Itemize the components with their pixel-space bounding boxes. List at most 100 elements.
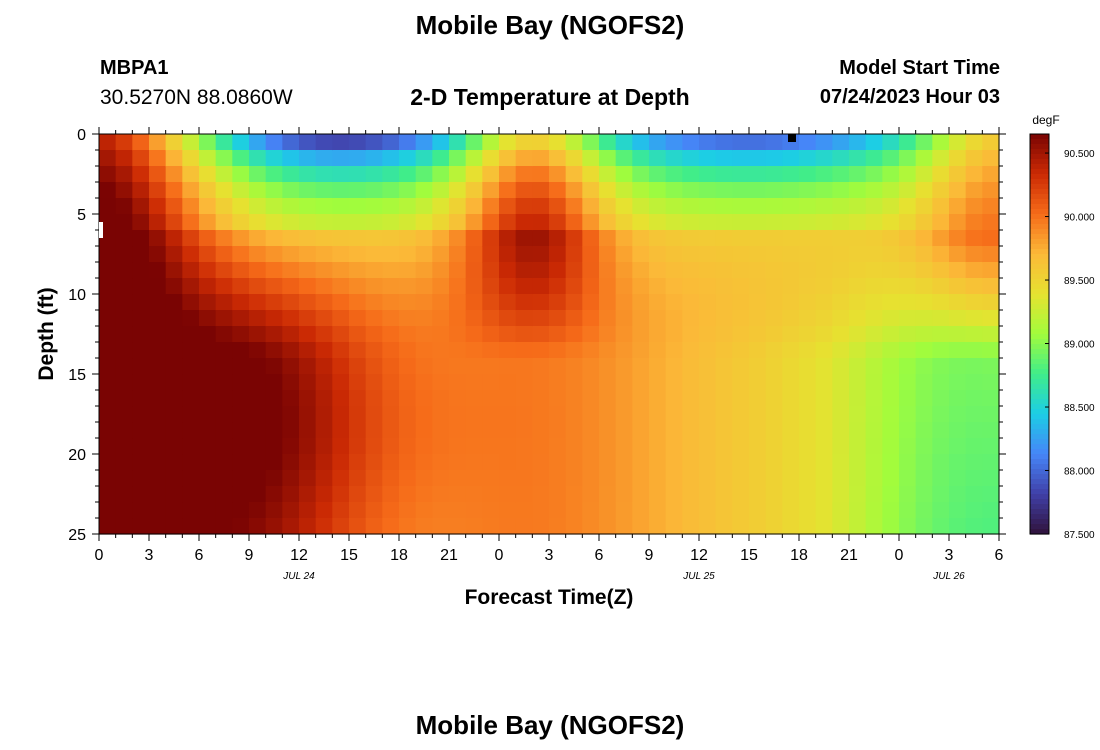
heatmap-cell (599, 342, 617, 359)
heatmap-cell (649, 406, 667, 423)
heatmap-cell (582, 374, 600, 391)
heatmap-cell (665, 438, 683, 455)
heatmap-cell (915, 326, 933, 343)
heatmap-cell (699, 406, 717, 423)
x-date-label: JUL 26 (932, 571, 965, 582)
heatmap-cell (865, 358, 883, 375)
heatmap-cell (832, 486, 850, 503)
heatmap-cell (515, 342, 533, 359)
heatmap-cell (215, 166, 233, 183)
heatmap-cell (549, 438, 567, 455)
heatmap-cell (549, 214, 567, 231)
heatmap-cell (582, 422, 600, 439)
heatmap-cell (215, 438, 233, 455)
heatmap-cell (765, 150, 783, 167)
heatmap-cell (715, 374, 733, 391)
heatmap-cell (915, 134, 933, 151)
heatmap-cell (582, 262, 600, 279)
heatmap-cell (782, 342, 800, 359)
heatmap-cell (349, 406, 367, 423)
heatmap-cell (832, 166, 850, 183)
heatmap-cell (382, 182, 400, 199)
heatmap-cell (349, 470, 367, 487)
heatmap-cell (582, 214, 600, 231)
heatmap-cell (132, 134, 150, 151)
colorbar-swatch (1030, 474, 1049, 480)
heatmap-cell (382, 166, 400, 183)
heatmap-cell (599, 294, 617, 311)
heatmap-cell (832, 198, 850, 215)
heatmap-cell (649, 518, 667, 535)
heatmap-cell (265, 470, 283, 487)
heatmap-cell (849, 310, 867, 327)
heatmap-cell (982, 262, 1000, 279)
heatmap-cell (849, 150, 867, 167)
heatmap-cell (349, 438, 367, 455)
heatmap-cell (565, 342, 583, 359)
heatmap-cell (682, 438, 700, 455)
heatmap-cell (465, 198, 483, 215)
heatmap-cell (732, 454, 750, 471)
heatmap-cell (632, 262, 650, 279)
heatmap-cell (532, 134, 550, 151)
heatmap-cell (682, 262, 700, 279)
heatmap-cell (182, 358, 200, 375)
heatmap-cell (649, 134, 667, 151)
heatmap-cell (732, 182, 750, 199)
heatmap-cell (482, 150, 500, 167)
heatmap-cell (515, 502, 533, 519)
heatmap-cell (465, 134, 483, 151)
heatmap-cell (182, 390, 200, 407)
heatmap-cell (815, 374, 833, 391)
heatmap-cell (815, 150, 833, 167)
heatmap-cell (949, 342, 967, 359)
heatmap-cell (115, 214, 133, 231)
heatmap-cell (765, 374, 783, 391)
heatmap-cell (232, 262, 250, 279)
heatmap-cell (415, 486, 433, 503)
heatmap-cell (482, 342, 500, 359)
heatmap-cell (965, 214, 983, 231)
heatmap-cell (149, 518, 167, 535)
heatmap-cell (182, 214, 200, 231)
heatmap-cell (415, 230, 433, 247)
x-tick-label: 21 (840, 547, 858, 564)
heatmap-cell (215, 246, 233, 263)
heatmap-cell (632, 198, 650, 215)
heatmap-cell (199, 310, 217, 327)
heatmap-cell (565, 358, 583, 375)
heatmap-cell (215, 374, 233, 391)
heatmap-cell (499, 342, 517, 359)
heatmap-cell (165, 406, 183, 423)
heatmap-cell (332, 486, 350, 503)
heatmap-cell (249, 198, 267, 215)
surface-marker (788, 134, 796, 142)
heatmap-cell (615, 438, 633, 455)
heatmap-cell (215, 182, 233, 199)
heatmap-cell (599, 438, 617, 455)
heatmap-cell (682, 278, 700, 295)
heatmap-cell (782, 230, 800, 247)
x-tick-label: 12 (290, 547, 308, 564)
heatmap-cell (549, 406, 567, 423)
colorbar-swatch (1030, 339, 1049, 345)
heatmap-cell (332, 262, 350, 279)
heatmap-cell (865, 262, 883, 279)
heatmap-cell (499, 262, 517, 279)
heatmap-cell (915, 454, 933, 471)
y-axis: 0 5 10 15 20 25 (68, 127, 1006, 544)
heatmap-cell (715, 198, 733, 215)
heatmap-cell (949, 358, 967, 375)
heatmap-cell (549, 182, 567, 199)
heatmap-cell (499, 310, 517, 327)
heatmap-cell (832, 230, 850, 247)
station-marker (99, 222, 103, 238)
heatmap-cell (582, 470, 600, 487)
heatmap-cell (865, 422, 883, 439)
x-axis-label: Forecast Time(Z) (465, 586, 634, 609)
heatmap-cell (499, 438, 517, 455)
heatmap-cell (732, 374, 750, 391)
heatmap-cell (599, 310, 617, 327)
heatmap-cell (932, 150, 950, 167)
heatmap-cell (765, 262, 783, 279)
